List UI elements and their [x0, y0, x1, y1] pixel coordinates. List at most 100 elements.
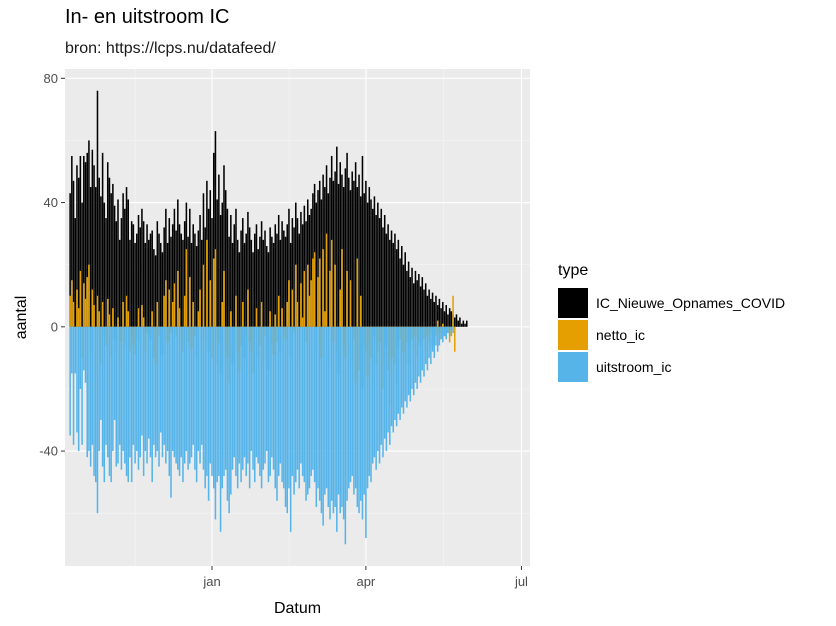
bar-uitstroom-ic — [377, 326, 379, 452]
bar-ic-nieuwe-opnames-covid — [286, 224, 289, 327]
bar-uitstroom-ic — [88, 326, 90, 452]
bar-netto-ic — [330, 239, 333, 327]
bar-ic-nieuwe-opnames-covid — [96, 90, 99, 327]
bar-netto-ic — [142, 317, 145, 327]
bar-uitstroom-ic — [236, 326, 239, 489]
bar-netto-ic — [185, 249, 188, 327]
bar-uitstroom-ic — [324, 326, 326, 495]
bar-uitstroom-ic — [245, 326, 247, 476]
bar-netto-ic — [151, 311, 153, 327]
bar-uitstroom-ic — [354, 326, 357, 489]
bar-netto-ic — [125, 295, 128, 327]
bar-netto-ic — [88, 264, 90, 327]
bar-netto-ic — [317, 277, 319, 327]
bar-ic-nieuwe-opnames-covid — [460, 323, 463, 327]
bar-uitstroom-ic — [84, 326, 87, 383]
bar-uitstroom-ic — [182, 326, 184, 483]
bar-netto-ic — [112, 308, 114, 327]
bar-netto-ic — [308, 295, 311, 327]
bar-netto-ic — [235, 295, 237, 327]
bar-netto-ic — [93, 305, 95, 327]
bar-ic-nieuwe-opnames-covid — [291, 218, 294, 327]
bar-uitstroom-ic — [375, 326, 377, 470]
y-tick-label: -40 — [39, 444, 58, 459]
bar-netto-ic — [341, 249, 343, 327]
bar-uitstroom-ic — [283, 326, 285, 489]
bar-netto-ic — [281, 308, 283, 327]
bar-ic-nieuwe-opnames-covid — [77, 177, 80, 327]
bar-uitstroom-ic — [190, 326, 193, 458]
bar-ic-nieuwe-opnames-covid — [113, 205, 116, 327]
bar-ic-nieuwe-opnames-covid — [318, 180, 321, 327]
bar-ic-nieuwe-opnames-covid — [134, 242, 136, 327]
bar-uitstroom-ic — [424, 326, 427, 365]
bar-uitstroom-ic — [332, 326, 335, 514]
bar-netto-ic — [76, 289, 78, 327]
bar-netto-ic — [212, 258, 215, 327]
bar-ic-nieuwe-opnames-covid — [238, 252, 241, 327]
bar-ic-nieuwe-opnames-covid — [305, 221, 307, 327]
bar-uitstroom-ic — [334, 326, 336, 507]
bar-uitstroom-ic — [141, 326, 143, 436]
bar-uitstroom-ic — [300, 326, 302, 464]
bar-ic-nieuwe-opnames-covid — [142, 221, 145, 327]
bar-uitstroom-ic — [448, 326, 451, 337]
bar-ic-nieuwe-opnames-covid — [457, 320, 459, 327]
bar-netto-ic — [127, 311, 130, 327]
bar-ic-nieuwe-opnames-covid — [276, 233, 278, 327]
bar-uitstroom-ic — [274, 326, 277, 489]
bar-ic-nieuwe-opnames-covid — [373, 196, 376, 327]
bar-uitstroom-ic — [125, 326, 128, 476]
bar-uitstroom-ic — [197, 326, 200, 452]
bar-ic-nieuwe-opnames-covid — [199, 214, 201, 327]
bar-ic-nieuwe-opnames-covid — [129, 239, 131, 327]
bar-ic-nieuwe-opnames-covid — [264, 230, 266, 327]
bar-uitstroom-ic — [317, 326, 319, 489]
bar-netto-ic — [274, 314, 277, 327]
bar-netto-ic — [108, 314, 111, 327]
bar-ic-nieuwe-opnames-covid — [259, 236, 261, 327]
bar-ic-nieuwe-opnames-covid — [445, 305, 447, 327]
bar-uitstroom-ic — [382, 326, 384, 458]
bar-ic-nieuwe-opnames-covid — [455, 314, 458, 327]
bar-uitstroom-ic — [327, 326, 330, 507]
bar-uitstroom-ic — [383, 326, 386, 439]
bar-ic-nieuwe-opnames-covid — [209, 190, 212, 327]
legend-key-netto-ic — [558, 320, 588, 350]
bar-ic-nieuwe-opnames-covid — [317, 190, 319, 327]
bar-ic-nieuwe-opnames-covid — [236, 239, 239, 327]
bar-ic-nieuwe-opnames-covid — [421, 277, 424, 327]
bar-ic-nieuwe-opnames-covid — [356, 187, 359, 327]
bar-uitstroom-ic — [71, 326, 73, 374]
bar-ic-nieuwe-opnames-covid — [395, 249, 398, 327]
bar-ic-nieuwe-opnames-covid — [277, 214, 280, 327]
bar-ic-nieuwe-opnames-covid — [353, 180, 355, 327]
bar-uitstroom-ic — [137, 326, 140, 470]
bar-ic-nieuwe-opnames-covid — [465, 320, 468, 327]
bar-netto-ic — [296, 301, 299, 327]
bar-uitstroom-ic — [96, 326, 99, 514]
bar-uitstroom-ic — [129, 326, 131, 458]
bar-uitstroom-ic — [279, 326, 282, 464]
bar-uitstroom-ic — [91, 326, 94, 445]
bar-uitstroom-ic — [363, 326, 365, 495]
bar-netto-ic — [301, 317, 304, 327]
bar-uitstroom-ic — [370, 326, 372, 483]
bar-ic-nieuwe-opnames-covid — [127, 199, 130, 327]
bar-uitstroom-ic — [423, 326, 425, 377]
bar-uitstroom-ic — [339, 326, 342, 514]
bar-ic-nieuwe-opnames-covid — [380, 208, 383, 327]
bar-uitstroom-ic — [411, 326, 413, 389]
bar-netto-ic — [77, 308, 80, 327]
bar-ic-nieuwe-opnames-covid — [168, 218, 171, 327]
bar-ic-nieuwe-opnames-covid — [267, 252, 270, 327]
bar-uitstroom-ic — [76, 326, 78, 433]
bar-uitstroom-ic — [93, 326, 95, 476]
bar-uitstroom-ic — [371, 326, 374, 464]
bar-uitstroom-ic — [419, 326, 422, 383]
bar-ic-nieuwe-opnames-covid — [404, 252, 406, 327]
bar-uitstroom-ic — [252, 326, 254, 470]
bar-ic-nieuwe-opnames-covid — [195, 246, 198, 327]
bar-uitstroom-ic — [368, 326, 371, 476]
bar-uitstroom-ic — [183, 326, 186, 464]
